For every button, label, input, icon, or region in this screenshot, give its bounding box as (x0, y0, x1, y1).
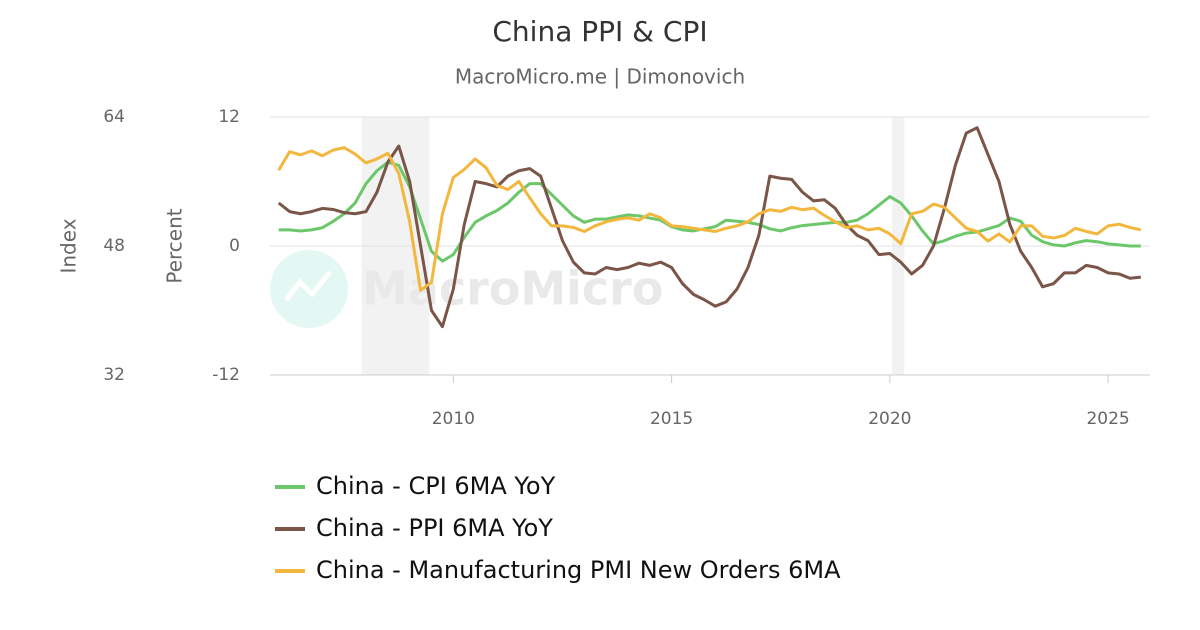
y2-axis-title: Index (57, 218, 81, 273)
x-tick-label: 2020 (868, 409, 911, 429)
chart-subtitle: MacroMicro.me | Dimonovich (455, 65, 745, 89)
y-tick-label: 12 (218, 107, 240, 127)
y-tick-label: 0 (229, 236, 240, 256)
y-axis-title: Percent (163, 208, 187, 283)
series-line (277, 126, 1141, 329)
y2-tick-label: 32 (103, 365, 125, 385)
legend-label: China - CPI 6MA YoY (316, 472, 556, 500)
chart-title: China PPI & CPI (492, 15, 707, 48)
y-tick-label: -12 (212, 365, 240, 385)
legend-label: China - PPI 6MA YoY (316, 514, 553, 542)
series-line (277, 146, 1142, 292)
x-tick-label: 2015 (650, 409, 693, 429)
series-line (278, 160, 1141, 263)
x-tick-label: 2025 (1086, 409, 1129, 429)
watermark-logo (270, 250, 348, 328)
watermark: MacroMicro (362, 262, 663, 316)
y2-tick-label: 48 (103, 236, 125, 256)
y2-tick-label: 64 (103, 107, 125, 127)
legend-label: China - Manufacturing PMI New Orders 6MA (316, 556, 841, 584)
x-tick-label: 2010 (432, 409, 475, 429)
